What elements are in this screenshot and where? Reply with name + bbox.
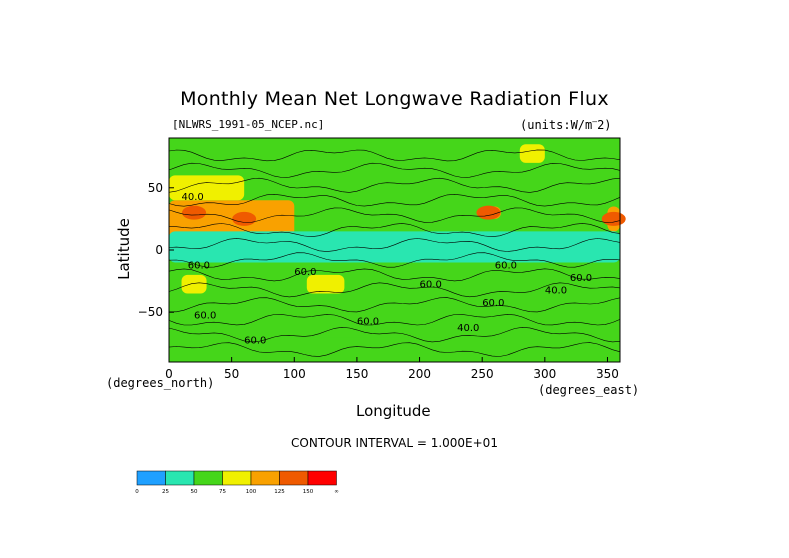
contour-label: 40.0 <box>182 192 204 203</box>
colorbar-level-label: 25 <box>162 489 169 495</box>
contour-label: 60.0 <box>244 335 266 346</box>
y-tick-label: −50 <box>138 305 163 319</box>
x-axis-label: Longitude <box>356 402 431 420</box>
contour-interval-label: CONTOUR INTERVAL = 1.000E+01 <box>291 436 498 450</box>
field-region <box>306 274 345 294</box>
x-tick-label: 50 <box>224 367 239 381</box>
field-hotspot <box>232 211 257 226</box>
contour-label: 40.0 <box>457 323 479 334</box>
x-tick-label: 150 <box>345 367 368 381</box>
field-hotspot <box>476 205 501 220</box>
colorbar-swatch <box>279 470 309 486</box>
x-unit-label: (degrees_east) <box>538 383 640 397</box>
contour-label: 60.0 <box>294 267 316 278</box>
contour-line <box>168 193 621 207</box>
contour-line <box>168 268 621 282</box>
colorbar-level-label: 0 <box>135 489 139 495</box>
contour-label: 40.0 <box>545 286 567 297</box>
colorbar-swatch <box>250 470 280 486</box>
chart-title: Monthly Mean Net Longwave Radiation Flux <box>180 88 609 110</box>
contour-line <box>168 326 621 343</box>
y-tick-label: 50 <box>148 181 163 195</box>
x-tick-label: 200 <box>408 367 431 381</box>
colorbar-swatch <box>307 470 337 486</box>
field-region <box>169 231 620 263</box>
colorbar-swatch <box>193 470 223 486</box>
colorbar-level-label: 100 <box>246 489 257 495</box>
field-region <box>169 337 620 362</box>
field-hotspot <box>269 205 294 220</box>
contour-line <box>168 238 621 252</box>
contour-label: 60.0 <box>570 273 592 284</box>
contour-label: 60.0 <box>194 310 216 321</box>
y-tick-label: 0 <box>155 243 163 257</box>
contour-label: 60.0 <box>482 298 504 309</box>
x-tick-label: 0 <box>165 367 173 381</box>
contour-line <box>168 207 621 223</box>
colorbar-swatch <box>165 470 195 486</box>
colorbar-swatch <box>222 470 252 486</box>
contour-line <box>168 223 621 238</box>
contour-label: 60.0 <box>188 261 210 272</box>
contour-label: 60.0 <box>495 261 517 272</box>
contour-label: 60.0 <box>357 317 379 328</box>
contour-line <box>168 282 621 298</box>
colorbar-level-label: 150 <box>303 489 314 495</box>
field-hotspot <box>182 205 207 220</box>
contour-line <box>168 149 621 162</box>
field-region <box>181 274 207 294</box>
field-hotspot <box>601 211 626 226</box>
contour-label: 60.0 <box>420 279 442 290</box>
x-tick-label: 100 <box>283 367 306 381</box>
contour-line <box>169 297 621 313</box>
colorbar-swatch <box>136 470 166 486</box>
x-tick-label: 300 <box>533 367 556 381</box>
x-tick-label: 250 <box>471 367 494 381</box>
contour-line <box>168 314 621 326</box>
contour-line <box>168 252 621 268</box>
units-label: (units:W/m–2) <box>520 117 612 132</box>
contour-line <box>168 342 621 357</box>
file-label: [NLWRS_1991-05_NCEP.nc] <box>172 118 325 131</box>
field-region <box>519 144 545 163</box>
colorbar-level-label: 75 <box>219 489 226 495</box>
contour-line <box>168 162 621 178</box>
y-unit-label: (degrees_north) <box>106 376 215 390</box>
colorbar-level-label: 50 <box>191 489 198 495</box>
x-tick-label: 350 <box>596 367 619 381</box>
colorbar-level-label: ∞ <box>334 489 339 495</box>
contour-line <box>168 177 621 193</box>
colorbar-level-label: 125 <box>274 489 285 495</box>
field-region <box>169 175 245 201</box>
